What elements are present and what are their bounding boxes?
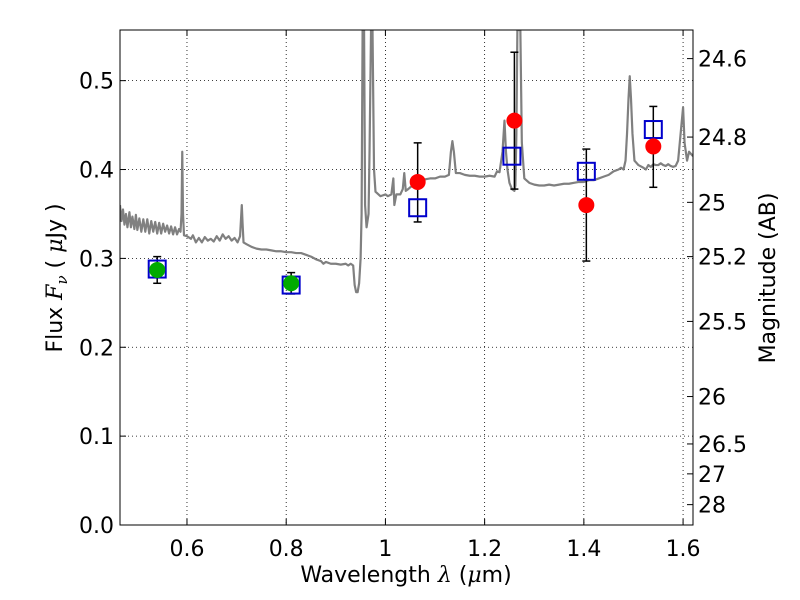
spectrum-line <box>120 30 693 294</box>
red-observation-point <box>645 138 662 155</box>
model-band-square <box>502 146 522 166</box>
red-observation-point <box>409 173 426 190</box>
y2-tick-label: 25.5 <box>698 310 747 335</box>
grid <box>120 30 693 526</box>
red-observation-point <box>578 197 595 214</box>
green-observation-point <box>283 275 300 292</box>
x-tick-label: 1 <box>378 537 392 562</box>
y2-tick-label: 25 <box>698 191 726 216</box>
y2-tick-label: 24.6 <box>698 48 747 73</box>
x-axis-label: Wavelength λ (μm) <box>300 563 511 588</box>
x-tick-label: 1.6 <box>666 537 701 562</box>
x-tick-label: 1.4 <box>566 537 601 562</box>
model-band-square <box>576 161 596 181</box>
y-tick-label: 0.1 <box>79 425 114 450</box>
x-tick-label: 0.8 <box>269 537 304 562</box>
x-tick-label: 0.6 <box>169 537 204 562</box>
axes-frame <box>119 29 694 526</box>
model-spectrum <box>120 30 693 294</box>
y2-tick-label: 24.8 <box>698 126 747 151</box>
axis-ticks: 0.6 0.8 1 1.2 1.4 1.6 0.0 0.1 0.2 0.3 0.4 0.5 24.6 24… <box>79 30 747 562</box>
y2-axis-label: Magnitude (AB) <box>756 193 781 364</box>
y-tick-label: 0.3 <box>79 247 114 272</box>
x-tick-label: 1.2 <box>467 537 502 562</box>
data-markers <box>147 51 663 295</box>
model-band-square <box>408 198 428 218</box>
y2-tick-label: 26.5 <box>698 433 747 458</box>
y-tick-label: 0.4 <box>79 159 114 184</box>
y2-tick-label: 26 <box>698 386 726 411</box>
red-observation-point <box>506 112 523 129</box>
y-tick-label: 0.5 <box>79 70 114 95</box>
model-band-square <box>643 120 663 140</box>
plot-area <box>120 30 693 295</box>
y2-tick-label: 25.2 <box>698 246 747 271</box>
y-tick-label: 0.0 <box>79 514 114 539</box>
y2-tick-label: 28 <box>698 494 726 519</box>
y2-tick-label: 27 <box>698 463 726 488</box>
y-axis-label: Flux Fν ( μJy ) <box>43 203 71 352</box>
green-observation-point <box>149 261 166 278</box>
y-tick-label: 0.2 <box>79 336 114 361</box>
